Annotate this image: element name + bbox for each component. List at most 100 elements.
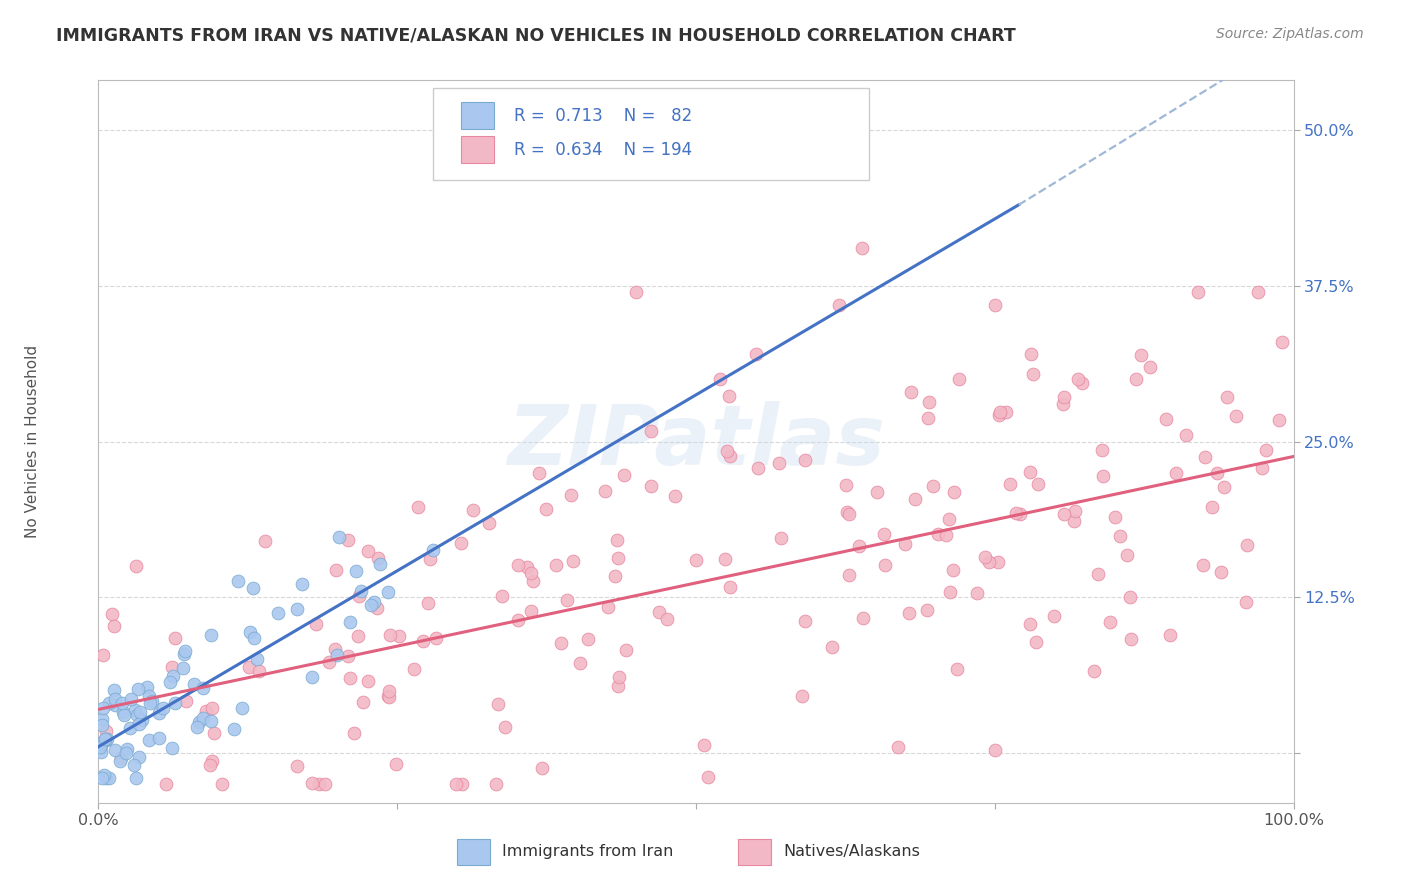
Point bbox=[377, 585, 399, 599]
Text: ZIPatlas: ZIPatlas bbox=[508, 401, 884, 482]
Point bbox=[89, 739, 111, 754]
Point bbox=[718, 580, 741, 594]
Point bbox=[1187, 285, 1209, 299]
Point bbox=[485, 777, 508, 791]
Point bbox=[917, 410, 939, 425]
Point bbox=[422, 543, 444, 558]
Point bbox=[339, 615, 361, 629]
Point bbox=[828, 297, 851, 311]
Point bbox=[1026, 476, 1049, 491]
Point bbox=[838, 567, 860, 582]
Point bbox=[942, 485, 965, 500]
Point bbox=[1004, 507, 1026, 521]
Point bbox=[1087, 566, 1109, 581]
Point bbox=[155, 777, 177, 791]
Point bbox=[385, 757, 408, 772]
Point bbox=[347, 629, 370, 643]
Point bbox=[984, 743, 1007, 757]
Point bbox=[560, 487, 582, 501]
Point bbox=[136, 681, 159, 695]
Point bbox=[550, 635, 572, 649]
FancyBboxPatch shape bbox=[457, 838, 491, 865]
Point bbox=[793, 453, 815, 467]
Point bbox=[202, 726, 225, 740]
Point bbox=[988, 405, 1011, 419]
Point bbox=[1052, 397, 1074, 411]
Point bbox=[90, 718, 112, 732]
Point bbox=[918, 395, 941, 409]
Point bbox=[709, 372, 731, 386]
Point bbox=[104, 698, 127, 712]
Point bbox=[159, 674, 181, 689]
Point bbox=[848, 539, 870, 553]
Point bbox=[1250, 461, 1272, 475]
Text: R =  0.713    N =   82: R = 0.713 N = 82 bbox=[515, 107, 693, 125]
Point bbox=[562, 554, 585, 568]
Point bbox=[325, 563, 347, 577]
Point bbox=[655, 612, 678, 626]
Point bbox=[1212, 481, 1234, 495]
Point bbox=[96, 732, 118, 747]
Point bbox=[1083, 665, 1105, 679]
Point bbox=[128, 716, 150, 731]
Point bbox=[1216, 390, 1239, 404]
Point bbox=[100, 607, 122, 621]
Point bbox=[508, 558, 530, 573]
Point bbox=[111, 705, 134, 719]
Point bbox=[419, 551, 441, 566]
Point bbox=[887, 739, 910, 754]
Point bbox=[115, 742, 138, 756]
Point bbox=[165, 631, 187, 645]
Point bbox=[291, 577, 314, 591]
Point bbox=[927, 527, 949, 541]
Point bbox=[173, 648, 195, 662]
Point bbox=[938, 512, 960, 526]
Point bbox=[200, 714, 222, 728]
Point bbox=[380, 628, 402, 642]
Point bbox=[714, 552, 737, 566]
Point bbox=[247, 664, 270, 678]
Point bbox=[139, 697, 162, 711]
Point bbox=[747, 461, 769, 475]
Point bbox=[792, 689, 814, 703]
Point bbox=[1104, 510, 1126, 524]
Point bbox=[350, 583, 373, 598]
Point bbox=[94, 731, 117, 746]
Point bbox=[377, 690, 399, 704]
Point bbox=[478, 516, 501, 530]
Point bbox=[110, 750, 132, 764]
Text: Natives/Alaskans: Natives/Alaskans bbox=[783, 845, 920, 859]
Point bbox=[162, 669, 184, 683]
Point bbox=[1236, 595, 1258, 609]
Point bbox=[607, 680, 630, 694]
Point bbox=[357, 674, 380, 689]
Point bbox=[120, 692, 142, 706]
Point bbox=[486, 697, 509, 711]
Point bbox=[90, 745, 112, 759]
Point bbox=[112, 708, 135, 723]
Point bbox=[162, 741, 184, 756]
Point bbox=[576, 632, 599, 646]
Point bbox=[301, 669, 323, 683]
Point bbox=[224, 723, 246, 737]
Point bbox=[1053, 390, 1076, 404]
Point bbox=[1192, 558, 1215, 572]
Point bbox=[1019, 617, 1042, 632]
Point bbox=[1154, 411, 1177, 425]
Point bbox=[1053, 507, 1076, 521]
Point bbox=[91, 648, 114, 662]
Point bbox=[91, 701, 114, 715]
Point bbox=[1247, 285, 1270, 299]
Point bbox=[363, 595, 385, 609]
Point bbox=[1043, 608, 1066, 623]
Point bbox=[1130, 348, 1153, 362]
Point bbox=[94, 731, 117, 746]
Point bbox=[94, 771, 117, 785]
Point bbox=[546, 558, 568, 572]
Point bbox=[243, 632, 266, 646]
Point bbox=[367, 550, 389, 565]
Point bbox=[148, 706, 170, 721]
Point bbox=[201, 701, 224, 715]
Point bbox=[450, 536, 472, 550]
Point bbox=[593, 484, 616, 499]
